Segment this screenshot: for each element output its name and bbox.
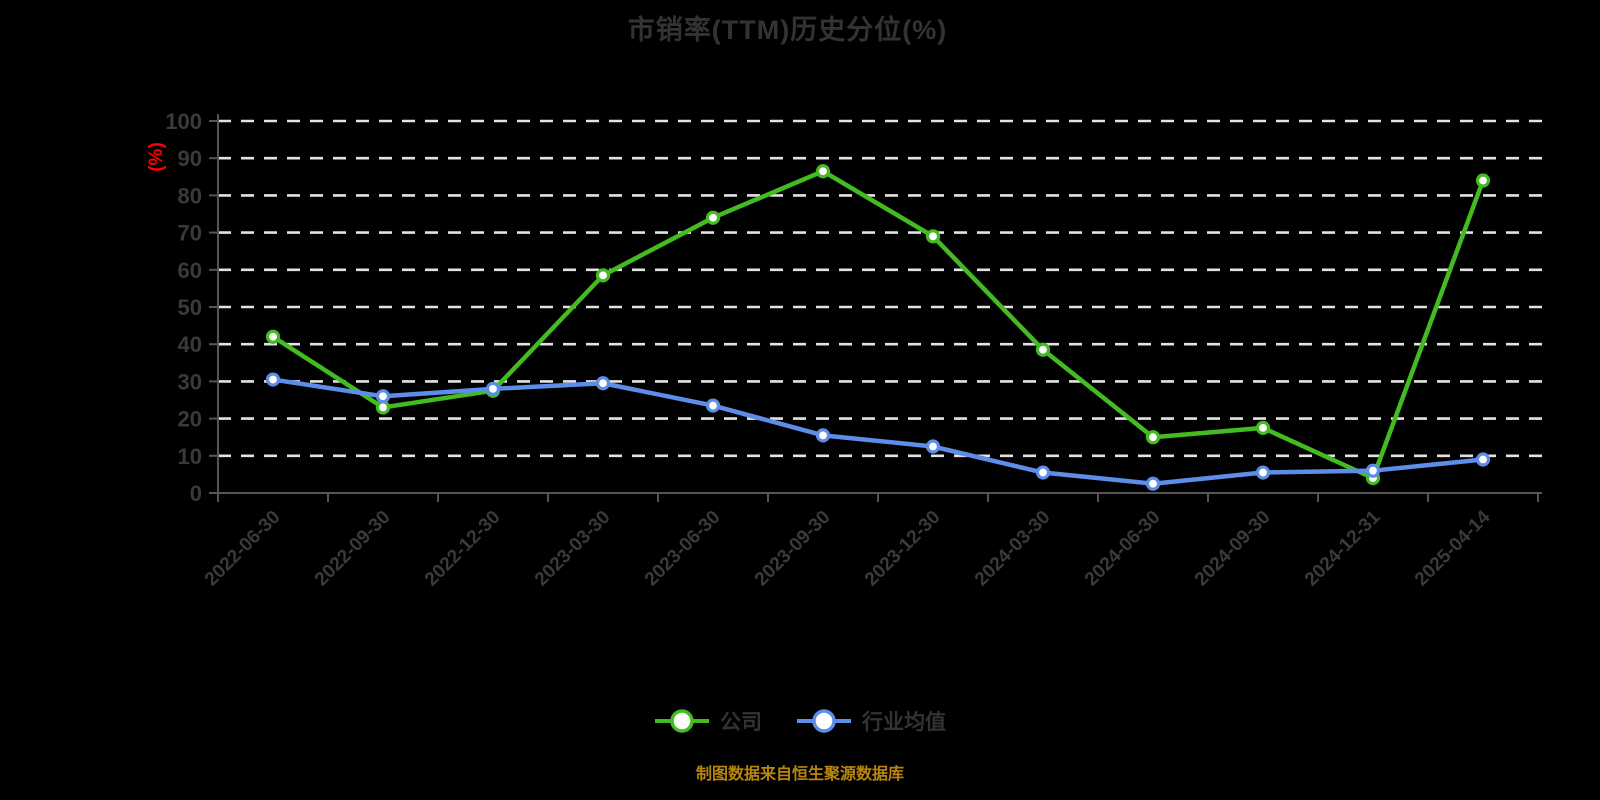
y-tick-label: 40 bbox=[178, 332, 202, 357]
x-tick-label: 2023-09-30 bbox=[751, 507, 835, 591]
y-tick-label: 90 bbox=[178, 146, 202, 171]
x-tick-label: 2024-12-31 bbox=[1301, 506, 1385, 590]
industry-data-point[interactable] bbox=[925, 439, 941, 454]
y-tick-label: 80 bbox=[178, 183, 202, 208]
x-tick-label: 2025-04-14 bbox=[1411, 506, 1495, 590]
x-tick-label: 2022-12-30 bbox=[421, 507, 505, 591]
company-data-point[interactable] bbox=[1255, 420, 1271, 435]
legend-item-company[interactable]: 公司 bbox=[654, 706, 762, 736]
y-tick-label: 50 bbox=[178, 295, 202, 320]
y-tick-label: 60 bbox=[178, 258, 202, 283]
chart-title: 市销率(TTM)历史分位(%) bbox=[627, 15, 948, 45]
company-data-point[interactable] bbox=[595, 268, 611, 283]
x-tick-label: 2024-03-30 bbox=[971, 507, 1055, 591]
y-tick-label: 0 bbox=[190, 481, 202, 506]
x-tick-label: 2024-06-30 bbox=[1081, 507, 1165, 591]
x-tick-label: 2022-06-30 bbox=[201, 507, 285, 591]
company-data-point[interactable] bbox=[705, 210, 721, 225]
industry-data-point[interactable] bbox=[1475, 452, 1491, 467]
industry-data-point[interactable] bbox=[815, 428, 831, 443]
x-tick-label: 2022-09-30 bbox=[311, 507, 395, 591]
y-axis-unit-label: (%) bbox=[146, 142, 167, 172]
industry-data-point[interactable] bbox=[595, 376, 611, 391]
industry-data-point[interactable] bbox=[375, 389, 391, 404]
legend-label-industry: 行业均值 bbox=[862, 711, 946, 734]
company-data-point[interactable] bbox=[265, 329, 281, 344]
company-data-point[interactable] bbox=[815, 164, 831, 179]
industry-data-point[interactable] bbox=[705, 398, 721, 413]
company-data-point[interactable] bbox=[1035, 342, 1051, 357]
legend-item-industry[interactable]: 行业均值 bbox=[796, 706, 946, 736]
company-data-point[interactable] bbox=[925, 229, 941, 244]
y-tick-label: 100 bbox=[165, 109, 202, 134]
company-data-point[interactable] bbox=[375, 400, 391, 415]
x-tick-label: 2023-12-30 bbox=[861, 507, 945, 591]
legend: 公司 行业均值 bbox=[0, 698, 1600, 744]
legend-marker-industry-icon bbox=[797, 709, 851, 733]
y-tick-label: 20 bbox=[178, 407, 202, 432]
y-tick-label: 70 bbox=[178, 221, 202, 246]
x-tick-label: 2023-03-30 bbox=[531, 507, 615, 591]
legend-marker-company-icon bbox=[655, 709, 709, 733]
industry-data-point[interactable] bbox=[265, 372, 281, 387]
company-data-point[interactable] bbox=[1145, 430, 1161, 445]
company-data-point[interactable] bbox=[1475, 173, 1491, 188]
x-tick-label: 2023-06-30 bbox=[641, 507, 725, 591]
company-series-line bbox=[270, 168, 1486, 481]
legend-circle bbox=[670, 709, 694, 733]
data-source-caption: 制图数据来自恒生聚源数据库 bbox=[695, 766, 904, 783]
x-tick-label: 2024-09-30 bbox=[1191, 507, 1275, 591]
legend-label-company: 公司 bbox=[720, 711, 762, 734]
y-tick-label: 10 bbox=[178, 444, 202, 469]
industry-data-point[interactable] bbox=[1035, 465, 1051, 480]
y-tick-label: 30 bbox=[178, 369, 202, 394]
industry-data-point[interactable] bbox=[485, 381, 501, 396]
legend-circle bbox=[812, 709, 836, 733]
industry-data-point[interactable] bbox=[1255, 465, 1271, 480]
industry-data-point[interactable] bbox=[1365, 463, 1381, 478]
industry-series-line bbox=[270, 377, 1486, 486]
industry-data-point[interactable] bbox=[1145, 476, 1161, 491]
